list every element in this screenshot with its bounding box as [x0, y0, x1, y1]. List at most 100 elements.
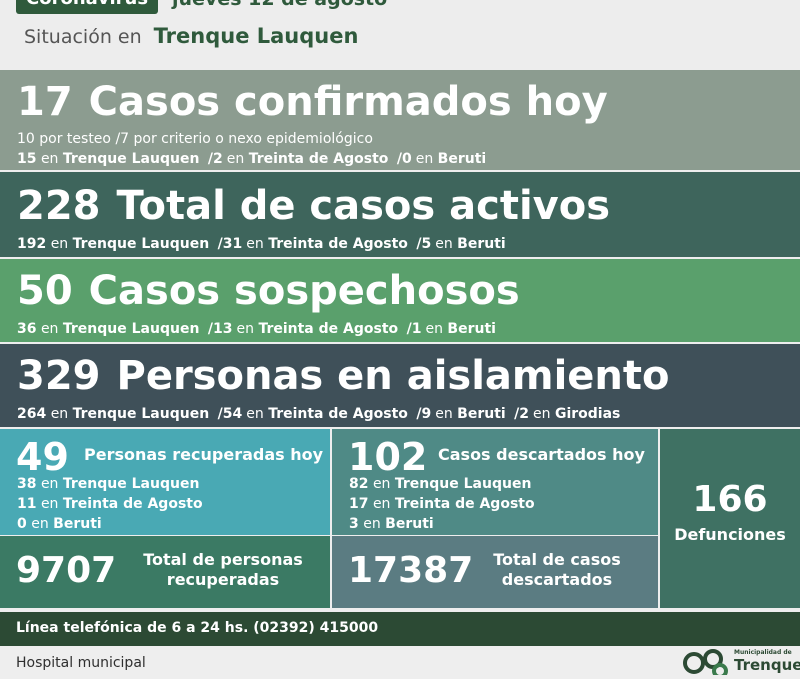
count: 38 — [17, 476, 37, 492]
situation-label: Situación en — [24, 26, 142, 48]
place: Treinta de Agosto — [268, 236, 408, 252]
place: Trenque Lauquen — [72, 406, 210, 422]
place: Trenque Lauquen — [62, 476, 200, 492]
discarded-line: 17 en Treinta de Agosto — [349, 495, 535, 513]
isolation-headline: 329 Personas en aislamiento — [17, 354, 670, 398]
en-word: en — [236, 321, 254, 337]
count: /2 — [514, 406, 529, 422]
discarded-panel: 102 Casos descartados hoy 82 en Trenque … — [332, 429, 658, 535]
discarded-title: Casos descartados hoy — [438, 445, 645, 464]
recovered-title: Personas recuperadas hoy — [84, 445, 324, 464]
count: 0 — [17, 516, 27, 532]
count: /1 — [406, 321, 422, 337]
place: Treinta de Agosto — [394, 496, 535, 512]
count: 15 — [17, 151, 37, 167]
suspected-title: Casos sospechosos — [88, 268, 520, 314]
en-word: en — [31, 516, 49, 532]
phone-bar: Línea telefónica de 6 a 24 hs. (02392) 4… — [0, 612, 800, 646]
recovered-line: 38 en Trenque Lauquen — [17, 475, 199, 493]
en-word: en — [372, 496, 391, 512]
confirmed-panel: 17 Casos confirmados hoy 10 por testeo /7… — [0, 70, 800, 170]
count: /9 — [416, 406, 432, 422]
place: Trenque Lauquen — [62, 321, 200, 337]
en-word: en — [425, 321, 443, 337]
place: Treinta de Agosto — [268, 406, 408, 422]
place: Treinta de Agosto — [258, 321, 399, 337]
discarded-total-number: 17387 — [348, 550, 474, 591]
en-word: en — [40, 496, 59, 512]
header-date: jueves 12 de agosto — [172, 0, 387, 10]
recovered-number: 49 — [16, 435, 69, 479]
deaths-number: 166 — [692, 479, 768, 520]
suspected-number: 50 — [17, 268, 73, 314]
en-word: en — [40, 476, 59, 492]
deaths-panel: 166 Defunciones — [660, 429, 800, 608]
deaths-label: Defunciones — [674, 525, 786, 544]
count: 192 — [17, 236, 47, 252]
suspected-panel: 50 Casos sospechosos 36 en Trenque Lauque… — [0, 259, 800, 342]
place: Beruti — [385, 516, 434, 532]
active-title: Total de casos activos — [116, 183, 611, 229]
header: Coronavirus jueves 12 de agosto Situació… — [0, 0, 800, 70]
count: /13 — [207, 321, 233, 337]
isolation-breakdown: 264 en Trenque Lauquen /54 en Treinta de … — [17, 405, 620, 423]
active-panel: 228 Total de casos activos 192 en Trenque… — [0, 172, 800, 257]
count: 264 — [17, 406, 47, 422]
place: Girodias — [554, 406, 621, 422]
active-breakdown: 192 en Trenque Lauquen /31 en Treinta de … — [17, 235, 506, 253]
place: Beruti — [457, 406, 506, 422]
count: 11 — [17, 496, 37, 512]
en-word: en — [415, 151, 434, 167]
place: Beruti — [53, 516, 102, 532]
recovered-line: 0 en Beruti — [17, 515, 102, 533]
count: 3 — [349, 516, 359, 532]
place: Treinta de Agosto — [248, 151, 389, 167]
place: Treinta de Agosto — [62, 496, 203, 512]
count: 82 — [349, 476, 369, 492]
recovered-line: 11 en Treinta de Agosto — [17, 495, 203, 513]
active-headline: 228 Total de casos activos — [17, 184, 610, 228]
discarded-line: 3 en Beruti — [349, 515, 434, 533]
recovered-total-panel: 9707 Total de personas recuperadas — [0, 536, 330, 608]
confirmed-line2: 15 en Trenque Lauquen /2 en Treinta de Ag… — [17, 150, 486, 168]
place: Trenque Lauquen — [62, 151, 200, 167]
logo-small-text: Municipalidad de — [734, 649, 792, 656]
header-tag: Coronavirus — [16, 0, 159, 14]
discarded-total-label: Total de casos descartados — [493, 550, 621, 589]
en-word: en — [50, 236, 69, 252]
confirmed-line1: 10 por testeo /7 por criterio o nexo epi… — [17, 131, 373, 147]
place: Beruti — [447, 321, 496, 337]
en-word: en — [372, 476, 391, 492]
recovered-total-number: 9707 — [16, 550, 117, 591]
place: Beruti — [457, 236, 506, 252]
discarded-total-panel: 17387 Total de casos descartados — [332, 536, 658, 608]
count: 17 — [349, 496, 369, 512]
suspected-headline: 50 Casos sospechosos — [17, 269, 520, 313]
isolation-number: 329 — [17, 353, 101, 399]
en-word: en — [435, 236, 453, 252]
count: 36 — [17, 321, 37, 337]
confirmed-number: 17 — [17, 79, 73, 125]
isolation-panel: 329 Personas en aislamiento 264 en Trenqu… — [0, 344, 800, 427]
recovered-panel: 49 Personas recuperadas hoy 38 en Trenqu… — [0, 429, 330, 535]
en-word: en — [40, 321, 59, 337]
footer-text: Hospital municipal — [16, 655, 146, 671]
place: Beruti — [437, 151, 487, 167]
place: Trenque Lauquen — [72, 236, 210, 252]
municipality-logo: Municipalidad de Trenque — [682, 645, 800, 679]
en-word: en — [246, 406, 264, 422]
confirmed-title: Casos confirmados hoy — [88, 79, 608, 125]
en-word: en — [363, 516, 381, 532]
logo-big-text: Trenque — [734, 656, 800, 674]
phone-text: Línea telefónica de 6 a 24 hs. (02392) 4… — [16, 620, 379, 636]
discarded-line: 82 en Trenque Lauquen — [349, 475, 531, 493]
discarded-number: 102 — [348, 435, 428, 479]
situation-line: Situación en Trenque Lauquen — [24, 24, 358, 48]
active-number: 228 — [17, 183, 101, 229]
count: /0 — [396, 151, 412, 167]
confirmed-headline: 17 Casos confirmados hoy — [17, 80, 608, 124]
en-word: en — [435, 406, 453, 422]
en-word: en — [246, 236, 264, 252]
en-word: en — [50, 406, 69, 422]
count: /5 — [416, 236, 432, 252]
